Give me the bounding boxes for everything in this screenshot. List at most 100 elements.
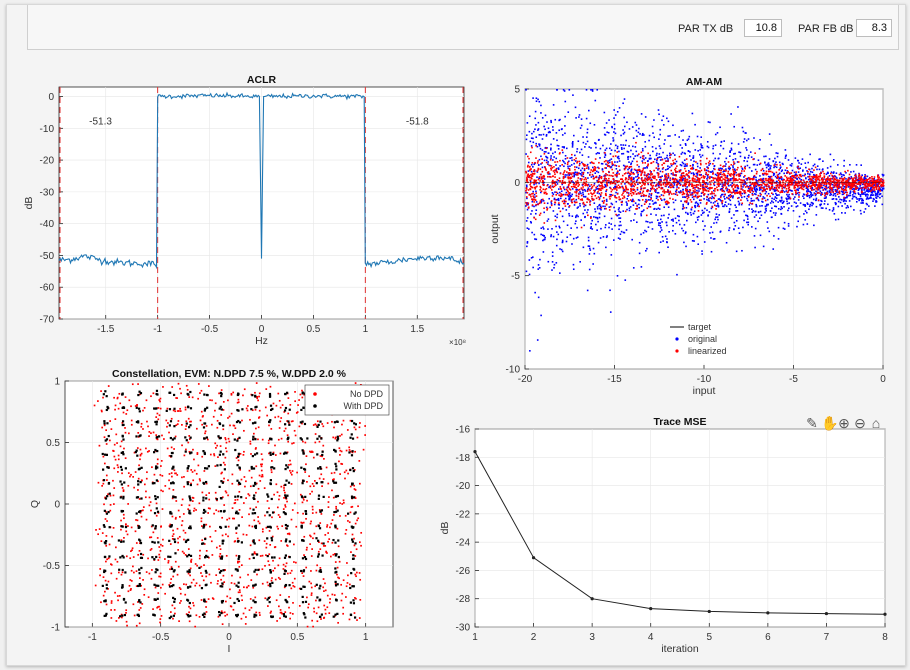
amam-original-point <box>555 199 558 201</box>
amam-linearized-point <box>807 171 809 173</box>
constellation-nodpd-point <box>120 440 123 443</box>
amam-original-point <box>659 133 661 136</box>
amam-original-point <box>569 157 571 160</box>
amam-original-point <box>559 165 561 167</box>
amam-original-point <box>648 203 651 205</box>
amam-original-point <box>579 172 582 175</box>
constellation-nodpd-point <box>116 442 118 444</box>
amam-original-point <box>570 180 573 183</box>
amam-linearized-point <box>767 178 770 180</box>
amam-original-point <box>734 225 737 227</box>
amam-original-point <box>725 163 727 165</box>
amam-original-point <box>869 188 871 191</box>
amam-linearized-point <box>525 196 528 198</box>
amam-linearized-point <box>844 183 847 185</box>
amam-linearized-point <box>749 202 751 204</box>
amam-linearized-point <box>616 186 618 189</box>
amam-original-point <box>671 229 674 232</box>
amam-original-point <box>826 167 829 169</box>
amam-original-point <box>687 195 689 197</box>
constellation-nodpd-point <box>110 617 113 619</box>
amam-original-point <box>835 198 838 201</box>
amam-linearized-point <box>561 182 563 185</box>
amam-linearized-point <box>577 195 580 198</box>
amam-linearized-point <box>828 179 831 182</box>
amam-original-point <box>666 241 668 244</box>
amam-original-point <box>556 213 559 216</box>
amam-original-point <box>687 190 689 193</box>
amam-linearized-point <box>528 174 531 177</box>
amam-linearized-point <box>692 187 694 190</box>
amam-linearized-point <box>732 173 734 176</box>
par-fb-field[interactable]: 8.3 <box>856 19 892 37</box>
amam-original-point <box>561 183 564 186</box>
amam-linearized-point <box>727 161 730 163</box>
aclr-xtick-label: 1 <box>363 324 369 335</box>
amam-linearized-point <box>674 169 677 172</box>
amam-original-point <box>586 289 589 292</box>
amam-original-point <box>569 195 572 197</box>
constellation-title: Constellation, EVM: N.DPD 7.5 %, W.DPD 2… <box>112 368 347 380</box>
amam-original-point <box>810 201 813 204</box>
amam-original-point <box>562 151 564 154</box>
constellation-nodpd-point <box>102 455 105 458</box>
amam-linearized-point <box>838 180 840 182</box>
amam-original-point <box>672 186 675 189</box>
amam-linearized-point <box>829 180 832 183</box>
amam-original-point <box>683 159 686 161</box>
constellation-nodpd-point <box>140 479 143 482</box>
amam-linearized-point <box>537 169 539 171</box>
constellation-nodpd-point <box>134 471 137 473</box>
amam-original-point <box>800 178 803 181</box>
amam-linearized-point <box>686 192 689 194</box>
amam-original-point <box>720 195 722 197</box>
amam-original-point <box>629 206 632 208</box>
amam-linearized-point <box>624 167 627 169</box>
amam-linearized-point <box>641 184 643 187</box>
amam-linearized-point <box>781 190 783 192</box>
amam-original-point <box>551 227 553 230</box>
amam-original-point <box>571 159 573 162</box>
amam-linearized-point <box>687 196 690 199</box>
amam-original-point <box>696 162 699 165</box>
amam-linearized-point <box>539 212 542 215</box>
amam-original-point <box>870 197 872 199</box>
amam-original-point <box>579 151 581 154</box>
amam-original-point <box>640 113 643 115</box>
amam-linearized-point <box>551 195 554 197</box>
amam-linearized-point <box>708 188 711 190</box>
amam-title: AM-AM <box>686 76 722 88</box>
amam-original-point <box>680 164 683 167</box>
amam-linearized-point <box>771 171 774 174</box>
amam-original-point <box>642 149 644 152</box>
amam-original-point <box>832 197 835 200</box>
par-tx-field[interactable]: 10.8 <box>744 19 782 37</box>
amam-linearized-point <box>877 178 879 180</box>
amam-linearized-point <box>581 198 583 200</box>
amam-original-point <box>847 194 850 197</box>
constellation-nodpd-point <box>120 539 123 542</box>
amam-original-point <box>773 166 775 169</box>
constellation-nodpd-point <box>157 559 160 561</box>
amam-original-point <box>860 164 862 166</box>
amam-original-point <box>843 186 846 188</box>
amam-original-point <box>681 227 683 230</box>
amam-linearized-point <box>700 199 702 201</box>
amam-linearized-point <box>669 190 672 193</box>
amam-linearized-point <box>865 182 868 185</box>
amam-linearized-point <box>729 175 732 177</box>
amam-original-point <box>854 184 856 187</box>
amam-original-point <box>628 207 631 210</box>
amam-linearized-point <box>534 187 537 190</box>
amam-linearized-point <box>732 180 735 182</box>
amam-linearized-point <box>793 187 796 189</box>
amam-linearized-point <box>608 180 610 182</box>
constellation-nodpd-point <box>142 409 144 412</box>
amam-original-point <box>544 236 546 239</box>
amam-original-point <box>766 203 768 206</box>
amam-original-point <box>590 222 593 225</box>
amam-linearized-point <box>740 199 742 201</box>
amam-original-point <box>718 167 720 170</box>
amam-linearized-point <box>704 185 707 188</box>
amam-original-point <box>561 239 564 242</box>
